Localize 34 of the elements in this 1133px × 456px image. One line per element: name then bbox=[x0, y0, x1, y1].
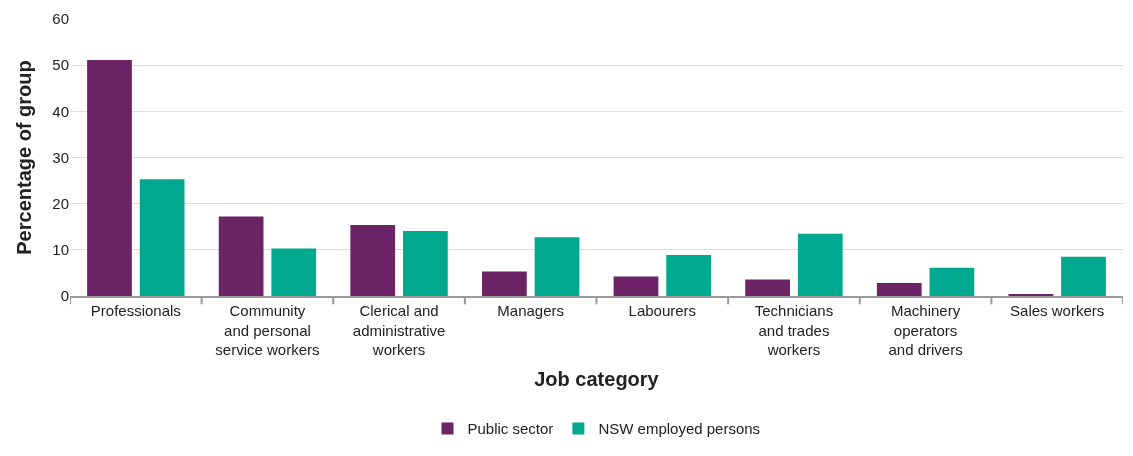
y-tick-label: 30 bbox=[52, 148, 69, 166]
x-tick-label: Sales workers bbox=[1010, 302, 1105, 319]
bar bbox=[218, 216, 264, 296]
y-tick-label: 60 bbox=[52, 10, 69, 28]
y-tick-label: 40 bbox=[52, 102, 69, 120]
bar bbox=[929, 267, 975, 296]
y-tick-label: 10 bbox=[52, 241, 69, 259]
bar bbox=[1061, 256, 1106, 296]
x-tick-label: Clerical and administrative workers bbox=[352, 302, 446, 358]
x-tick-label: Machinery operators and drivers bbox=[888, 302, 963, 358]
bar bbox=[271, 248, 317, 296]
bar bbox=[613, 276, 659, 296]
bar bbox=[666, 254, 712, 296]
x-tick-label: Professionals bbox=[90, 302, 181, 319]
x-tick-label: Community and personal service workers bbox=[215, 302, 320, 358]
y-tick-label: 0 bbox=[60, 287, 69, 305]
x-axis-title: Job category bbox=[534, 368, 660, 390]
bar bbox=[403, 230, 448, 296]
x-tick-label: Managers bbox=[497, 302, 565, 319]
bar bbox=[534, 237, 580, 296]
bar bbox=[797, 233, 843, 296]
bar bbox=[876, 283, 922, 296]
bar bbox=[139, 179, 185, 296]
y-tick-label: 20 bbox=[52, 194, 69, 212]
bar bbox=[350, 224, 396, 296]
y-tick-label: 50 bbox=[52, 56, 69, 74]
legend-label: Public sector bbox=[467, 420, 554, 438]
x-tick-label: Labourers bbox=[628, 302, 697, 319]
bar bbox=[481, 271, 527, 296]
x-tick-label: Technicians and trades workers bbox=[754, 302, 834, 358]
y-axis-title: Percentage of group bbox=[12, 60, 35, 255]
bar bbox=[87, 60, 132, 296]
legend-label: NSW employed persons bbox=[598, 420, 761, 438]
bar bbox=[745, 279, 790, 296]
